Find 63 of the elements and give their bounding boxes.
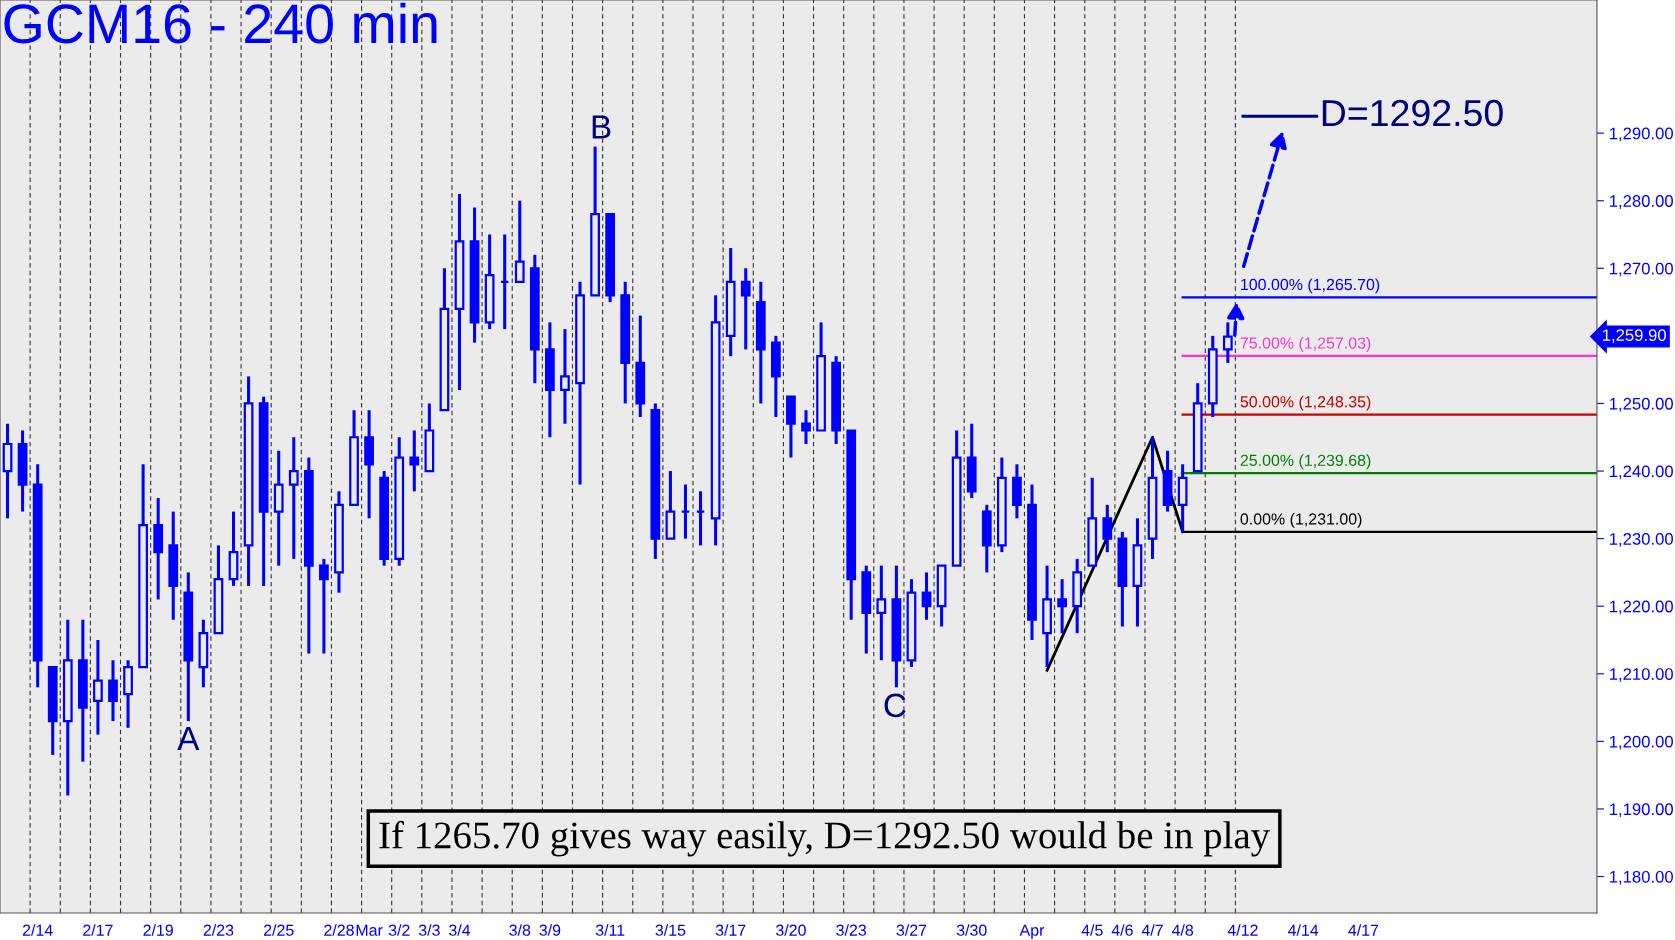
x-tick-label: 3/11: [595, 924, 625, 936]
x-tick-label: 3/2: [388, 924, 410, 936]
x-tick-label: 2/17: [83, 924, 113, 936]
x-tick-label: 3/15: [655, 924, 686, 936]
x-tick-label: 3/27: [896, 924, 927, 936]
candlestick: [801, 410, 811, 445]
y-tick-label: 1,240.00: [1610, 465, 1673, 480]
candlestick: [93, 639, 103, 735]
text: 1,259.90: [1603, 329, 1666, 343]
x-tick-label: 4/8: [1171, 924, 1194, 936]
y-tick-label: 1,200.00: [1610, 735, 1673, 750]
candlestick: [1102, 503, 1113, 554]
x-tick-label: Mar: [356, 924, 383, 936]
x-tick-label: 2/28: [324, 924, 354, 936]
x-tick-label: 2/19: [143, 924, 173, 936]
y-tick-label: 1,210.00: [1610, 668, 1673, 682]
chart-title: GCM16 - 240 min: [4, 2, 437, 44]
annotation: A: [177, 727, 200, 750]
x-tick-label: 3/9: [539, 924, 561, 936]
y-tick-label: 1,250.00: [1610, 397, 1673, 412]
ref-line-label: 0.00% (1,231.00): [1240, 512, 1362, 528]
y-tick-label: 1,190.00: [1610, 803, 1673, 818]
x-tick-label: 3/23: [836, 924, 867, 936]
x-tick-label: 4/14: [1287, 924, 1319, 936]
ref-line-label: 25.00% (1,239.68): [1240, 454, 1371, 470]
candlestick: [921, 572, 932, 620]
candlestick: [560, 329, 570, 424]
candlestick: [288, 437, 299, 559]
annotation: B: [592, 115, 611, 139]
x-tick-label: 4/6: [1111, 924, 1133, 936]
candlestick: [1057, 579, 1067, 634]
annotation: C: [884, 693, 906, 718]
candlestick: [108, 660, 118, 723]
y-tick-label: 1,270.00: [1610, 262, 1673, 277]
x-tick-label: Apr: [1019, 924, 1045, 940]
x-tick-label: 4/5: [1081, 924, 1103, 936]
candlestick: [740, 268, 751, 350]
y-tick-label: 1,180.00: [1610, 870, 1673, 885]
x-tick-label: 4/7: [1141, 924, 1163, 936]
x-tick-label: 3/17: [715, 924, 746, 936]
x-tick-label: 3/4: [449, 924, 471, 936]
y-tick-label: 1,280.00: [1610, 195, 1673, 209]
x-tick-label: 2/25: [263, 924, 294, 936]
ref-line-label: 100.00% (1,265.70): [1241, 278, 1380, 294]
x-tick-label: 2/23: [203, 924, 234, 936]
x-tick-label: 3/20: [776, 924, 806, 936]
y-tick-label: 1,230.00: [1610, 533, 1673, 547]
y-tick-label: 1,290.00: [1610, 127, 1673, 142]
x-tick-label: 3/3: [418, 924, 440, 936]
candlestick: [319, 557, 329, 654]
ref-line-label: 75.00% (1,257.03): [1240, 337, 1371, 352]
candlestick: [514, 200, 525, 283]
y-tick-label: 1,220.00: [1610, 600, 1673, 615]
x-tick-label: 3/8: [509, 924, 531, 936]
annotation: If 1265.70 gives way easily, D=1292.50 would be in play: [379, 820, 1270, 857]
x-tick-label: 4/12: [1227, 924, 1258, 936]
x-tick-label: 3/30: [956, 924, 987, 936]
candlestick: [409, 430, 420, 492]
x-tick-label: 4/17: [1348, 924, 1379, 936]
candlestick: [876, 565, 887, 661]
x-tick-label: 2/14: [22, 924, 53, 936]
ref-line-label: D=1292.50: [1322, 99, 1503, 127]
ref-line-label: 50.00% (1,248.35): [1240, 395, 1371, 411]
